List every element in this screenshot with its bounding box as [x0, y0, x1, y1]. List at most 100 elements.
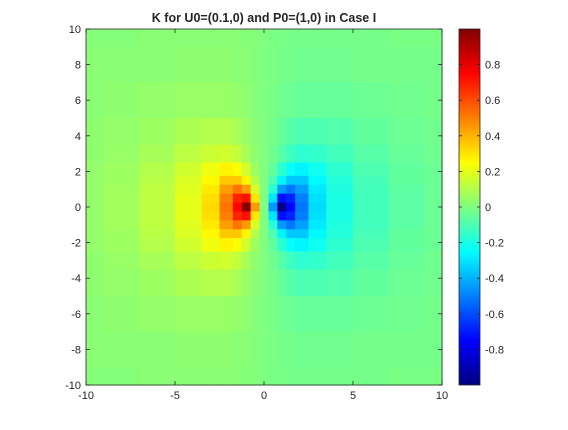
heatmap-cell — [86, 46, 105, 83]
heatmap-cell — [232, 29, 243, 48]
heatmap-cell — [295, 229, 310, 239]
heatmap-cell — [241, 367, 252, 386]
heatmap-cell — [308, 202, 327, 213]
y-tick-label: 8 — [75, 60, 81, 72]
heatmap-cell — [139, 193, 176, 204]
heatmap-cell — [286, 144, 296, 164]
heatmap-cell — [250, 238, 261, 253]
heatmap-cell — [424, 367, 443, 386]
heatmap-cell — [219, 367, 234, 386]
heatmap-cell — [388, 144, 425, 164]
heatmap-cell — [388, 296, 425, 333]
heatmap-cell — [241, 193, 252, 204]
heatmap-cell — [201, 162, 221, 177]
heatmap-cell — [86, 331, 105, 368]
heatmap-cell — [308, 211, 327, 221]
y-tick-label: -2 — [71, 238, 81, 250]
heatmap-cell — [241, 296, 252, 333]
heatmap-cell — [139, 269, 176, 297]
heatmap-cell — [295, 367, 310, 386]
heatmap-cell — [353, 269, 390, 297]
heatmap-cell — [201, 175, 221, 186]
heatmap-cell — [286, 238, 296, 253]
heatmap-cell — [424, 229, 443, 239]
heatmap-cell — [353, 162, 390, 177]
heatmap-cell — [232, 211, 243, 221]
heatmap-cell — [277, 269, 287, 297]
heatmap-cell — [286, 202, 296, 213]
heatmap-cell — [259, 162, 270, 177]
heatmap-cell — [103, 202, 140, 213]
heatmap-cell — [139, 296, 176, 333]
heatmap-cell — [326, 29, 354, 48]
heatmap-cell — [139, 202, 176, 213]
heatmap-cell — [250, 269, 261, 297]
heatmap-cell — [295, 202, 310, 213]
colorbar-tick-label: 0.4 — [485, 131, 500, 143]
x-axis-ticks: -10 -5 0 5 10 — [78, 29, 448, 402]
heatmap-cell — [268, 220, 278, 230]
heatmap-cell — [241, 202, 252, 213]
heatmap-cell — [250, 46, 261, 83]
heatmap-cell — [286, 29, 296, 48]
x-tick-label: 0 — [261, 390, 267, 402]
heatmap-cell — [259, 331, 270, 368]
heatmap-cell — [326, 184, 354, 195]
heatmap-cell — [286, 175, 296, 186]
heatmap-cell — [175, 229, 203, 239]
heatmap-cell — [103, 211, 140, 221]
heatmap-cell — [295, 175, 310, 186]
heatmap-cell — [219, 162, 234, 177]
heatmap-cell — [326, 296, 354, 333]
heatmap-cell — [388, 238, 425, 253]
heatmap-cell — [286, 296, 296, 333]
heatmap-cell — [308, 162, 327, 177]
heatmap-cell — [259, 46, 270, 83]
heatmap-cell — [241, 251, 252, 270]
y-tick-label: 4 — [75, 131, 81, 143]
heatmap-cell — [86, 144, 105, 164]
heatmap-cell — [308, 46, 327, 83]
heatmap-cell — [219, 331, 234, 368]
heatmap-cell — [308, 118, 327, 146]
heatmap-cell — [424, 251, 443, 270]
heatmap-cell — [219, 269, 234, 297]
heatmap-cell — [241, 269, 252, 297]
heatmap-cell — [268, 238, 278, 253]
heatmap-cell — [277, 162, 287, 177]
heatmap-cell — [286, 193, 296, 204]
heatmap-cell — [219, 202, 234, 213]
heatmap-cell — [326, 229, 354, 239]
heatmap-cell — [268, 144, 278, 164]
heatmap-cell — [103, 29, 140, 48]
heatmap-cell — [277, 184, 287, 195]
heatmap-cell — [353, 184, 390, 195]
heatmap-cell — [86, 82, 105, 119]
heatmap-cell — [353, 211, 390, 221]
heatmap-cell — [232, 175, 243, 186]
heatmap-cell — [259, 269, 270, 297]
heatmap-cell — [388, 193, 425, 204]
heatmap-cell — [353, 118, 390, 146]
heatmap-cell — [103, 193, 140, 204]
heatmap-cell — [308, 193, 327, 204]
heatmap-cell — [295, 296, 310, 333]
heatmap-cell — [286, 269, 296, 297]
heatmap-cell — [308, 220, 327, 230]
heatmap-cell — [277, 82, 287, 119]
heatmap-cell — [250, 202, 261, 213]
heatmap-cell — [175, 184, 203, 195]
heatmap-cell — [103, 46, 140, 83]
heatmap-cell — [286, 118, 296, 146]
heatmap-cell — [308, 29, 327, 48]
heatmap-cell — [326, 211, 354, 221]
heatmap-cell — [241, 229, 252, 239]
heatmap-cell — [139, 229, 176, 239]
heatmap-cell — [232, 367, 243, 386]
heatmap-cell — [219, 144, 234, 164]
heatmap-cell — [388, 175, 425, 186]
heatmap-cell — [103, 269, 140, 297]
colorbar-ticks: 0.8 0.6 0.4 0.2 0 -0.2 -0.4 -0.6 -0.8 — [459, 60, 504, 356]
heatmap-cell — [201, 229, 221, 239]
heatmap-cell — [295, 331, 310, 368]
